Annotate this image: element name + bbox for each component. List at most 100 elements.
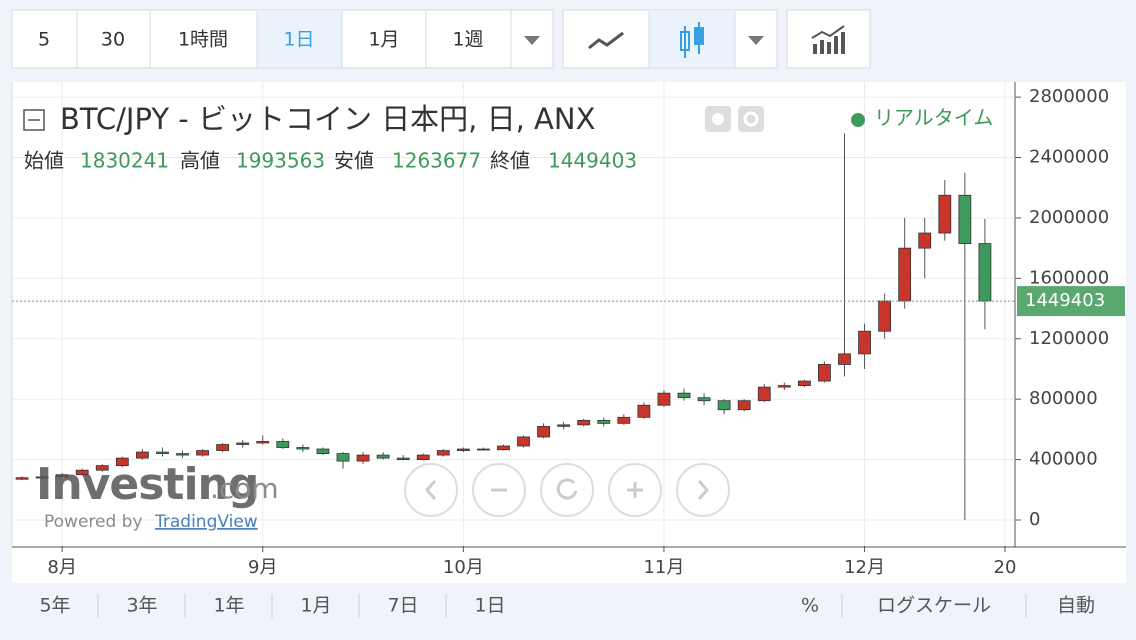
y-tick-label: 2400000	[1029, 147, 1109, 168]
range-button[interactable]: 7日	[387, 595, 418, 617]
candle-body	[898, 247, 912, 302]
candle-body	[818, 364, 831, 382]
candle-chart-button[interactable]	[680, 22, 704, 58]
range-button[interactable]: 3年	[126, 595, 157, 617]
reset[interactable]	[540, 463, 594, 517]
candle-body	[497, 445, 510, 451]
range-button[interactable]: 5年	[39, 595, 70, 617]
candle-body	[777, 385, 791, 388]
candle-body	[156, 451, 169, 454]
ohlc-label: 高値	[180, 149, 220, 173]
candle-body	[477, 448, 490, 451]
range-button[interactable]: 1日	[474, 595, 505, 617]
candle-body	[35, 476, 49, 479]
percent-toggle[interactable]: %	[801, 595, 819, 617]
candle-body	[316, 448, 330, 454]
interval-button[interactable]: 1週	[452, 29, 483, 51]
log-scale-toggle[interactable]: ログスケール	[877, 595, 991, 617]
collapse-button[interactable]	[23, 109, 45, 131]
candle-body	[336, 453, 350, 462]
interval-button[interactable]: 1時間	[178, 29, 228, 51]
provider-link[interactable]: TradingView	[154, 512, 258, 532]
zoom-out[interactable]	[472, 463, 526, 517]
candle-body	[557, 424, 571, 427]
candle-body	[978, 243, 992, 302]
x-tick-label: 20	[994, 557, 1017, 578]
grid	[12, 82, 1021, 546]
y-tick-label: 800000	[1029, 388, 1098, 409]
logo-suffix: .com	[210, 472, 279, 505]
interval-button[interactable]: 1月	[368, 29, 399, 51]
candle-body	[757, 386, 771, 402]
y-tick-label: 400000	[1029, 449, 1098, 470]
candles	[15, 133, 992, 521]
interval-button[interactable]: 5	[38, 29, 50, 51]
candle-body	[115, 457, 129, 467]
candle-body	[456, 448, 470, 451]
toolbar: 5 30 1時間 1日 1月 1週	[11, 9, 871, 69]
candle-body	[737, 400, 751, 411]
candle-body	[537, 425, 550, 438]
candle-body	[416, 454, 430, 461]
candle-body	[135, 451, 149, 459]
candle-body	[276, 441, 290, 448]
x-tick-label: 12月	[844, 557, 885, 578]
auto-toggle[interactable]: 自動	[1057, 595, 1095, 617]
scroll-right[interactable]	[676, 463, 730, 517]
logo: Investing	[36, 459, 258, 510]
candle-body	[75, 469, 89, 476]
indicators-button[interactable]	[811, 25, 845, 54]
zoom-in[interactable]	[608, 463, 662, 517]
candle-body	[597, 419, 611, 424]
candle-body	[216, 444, 230, 451]
candle-body	[196, 450, 209, 456]
interval-button[interactable]: 30	[101, 29, 125, 51]
candle-body	[938, 194, 952, 234]
candle-body	[176, 453, 189, 456]
last-price-box	[1017, 286, 1125, 317]
navigation	[404, 463, 730, 517]
status: リアルタイム	[874, 106, 993, 130]
candle-body	[55, 474, 69, 478]
x-tick-label: 8月	[47, 557, 76, 578]
x-tick-label: 10月	[443, 557, 484, 578]
footer: 5年 3年 1年 1月 7日 1日 % ログスケール 自動	[39, 594, 1095, 618]
chart-title: BTC/JPY - ビットコイン 日本円, 日, ANX	[60, 102, 595, 136]
candle-body	[958, 194, 972, 244]
candle-body	[657, 392, 671, 406]
candle-body	[838, 353, 851, 365]
ohlc-label: 終値	[490, 149, 530, 173]
candle-body	[797, 380, 811, 386]
candle-body	[436, 450, 450, 456]
x-tick-label: 9月	[248, 557, 277, 578]
candle-body	[697, 397, 711, 402]
candle-body	[236, 442, 250, 445]
x-tick-label: 11月	[643, 557, 684, 578]
powered-by: Powered by	[44, 512, 143, 532]
range-button[interactable]: 1年	[213, 595, 244, 617]
candle-body	[717, 400, 731, 411]
y-tick-label: 1200000	[1029, 328, 1109, 349]
range-button[interactable]: 1月	[300, 595, 331, 617]
ohlc-value: 1830241	[80, 149, 169, 173]
candle-body	[376, 454, 390, 459]
scroll-left[interactable]	[404, 463, 458, 517]
branding: Investing .com Powered by TradingView	[36, 459, 279, 532]
chart-area	[12, 82, 1126, 547]
candle-body	[577, 419, 591, 426]
last-price-label: 1449403	[1025, 290, 1105, 311]
dropdown[interactable]	[748, 36, 764, 45]
ohlc-value: 1993563	[236, 149, 325, 173]
candle-body	[517, 436, 530, 447]
settings-icon[interactable]	[738, 106, 764, 132]
line-chart-button[interactable]	[588, 31, 624, 50]
candle-body	[396, 457, 410, 461]
dropdown[interactable]	[524, 36, 540, 45]
interval-button[interactable]: 1日	[283, 29, 314, 51]
ohlc-value: 1263677	[392, 149, 481, 173]
ohlc-label: 安値	[334, 149, 374, 173]
candle-body	[15, 477, 29, 480]
y-tick-label: 2800000	[1029, 86, 1109, 107]
candle-body	[356, 454, 370, 462]
